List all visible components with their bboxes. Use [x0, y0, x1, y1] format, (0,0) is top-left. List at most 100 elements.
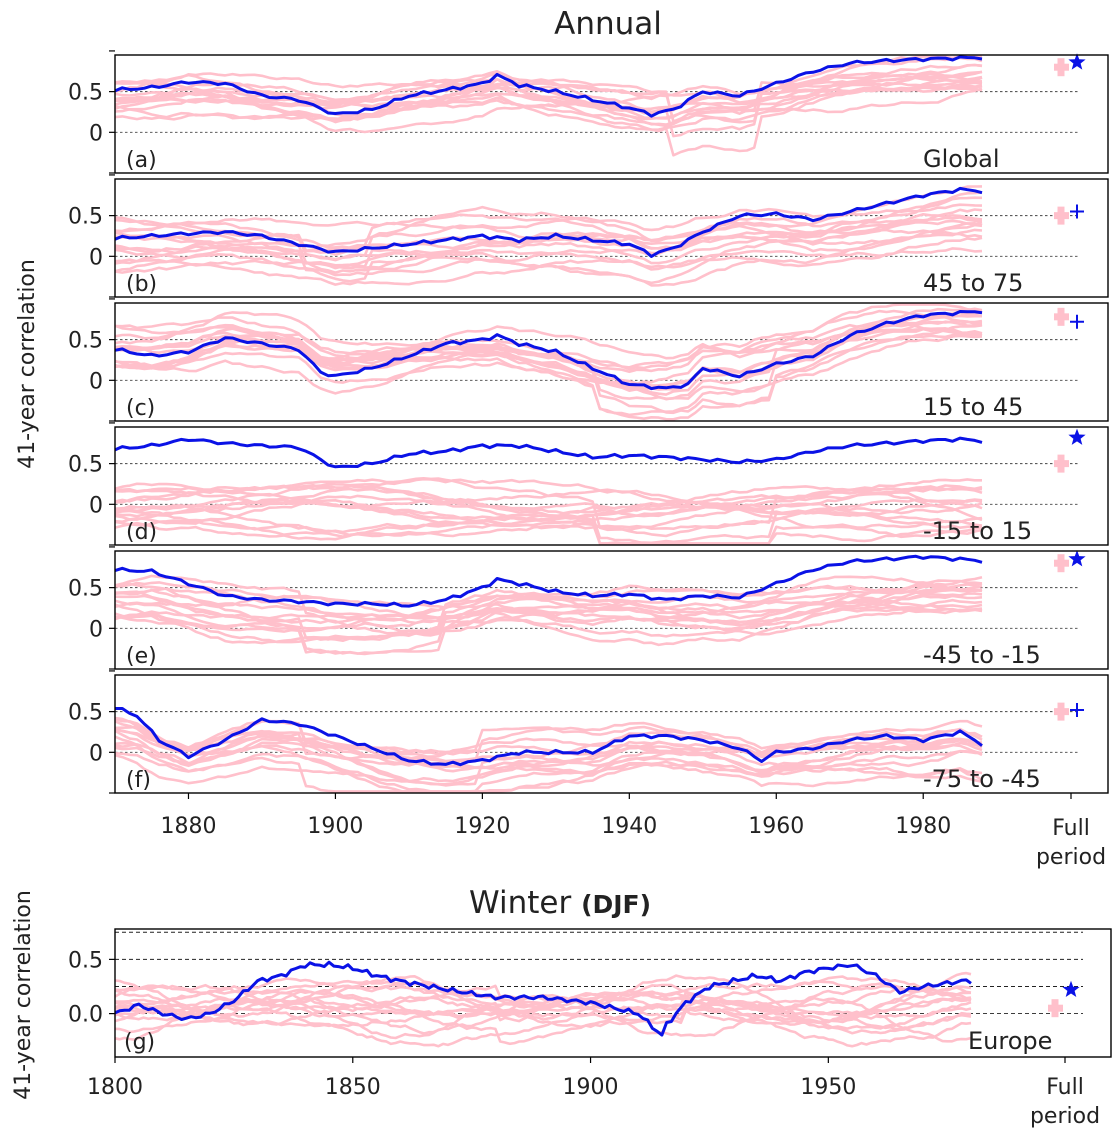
panel-c-observed-full-period-plus [1070, 314, 1084, 329]
panel-b-ytick-label-0: 0.5 [68, 205, 103, 230]
panel-d-region-label: -15 to 15 [923, 517, 1032, 545]
panel-e-ensemble-line-11 [114, 587, 983, 633]
annual-panel-f: 0.5 0 (f) -75 to -45 [68, 670, 1109, 794]
panel-b-ensemble-line-2 [114, 221, 983, 274]
panel-a-label: (a) [126, 148, 157, 173]
panel-b-ensemble-line-9 [114, 185, 983, 249]
panel-b-ensemble-line-10 [114, 236, 983, 274]
panel-e-observed-full-period-star [1068, 550, 1086, 567]
panel-c-ytick-label-1: 0 [89, 369, 103, 394]
annual-xtick-label-4: 1960 [748, 814, 804, 839]
panel-c-ensemble-line-13 [114, 320, 983, 371]
panel-d-ensemble-line-9 [114, 487, 983, 518]
panel-e-observed-line [114, 554, 983, 608]
panel-e-ensemble-line-10 [114, 592, 983, 644]
panel-a-ensemble-line-12 [114, 63, 983, 138]
winter-x-axis: 1800 1850 1900 1950 [87, 1057, 1066, 1100]
annual-panel-e: 0.5 0 (e) -45 to -15 [68, 546, 1109, 670]
annual-x-axis: 1880 1900 1920 1940 1960 1980 [160, 793, 1072, 839]
panel-f-region-label: -75 to -45 [923, 765, 1041, 793]
panel-b-observed-line [114, 186, 983, 258]
panel-a-ensemble-line-13 [114, 87, 983, 134]
panel-g-ensemble-line-7 [114, 989, 972, 1035]
winter-full-period-label-line1: Full [1046, 1075, 1084, 1100]
panel-g-ensemble-line-12 [114, 983, 972, 1022]
panel-a-ytick-label-1: 0 [89, 121, 103, 146]
panel-d-observed-line [114, 436, 983, 469]
panel-d-ensemble-line-4 [114, 509, 983, 545]
panel-c-ensemble-line-2 [114, 309, 983, 369]
annual-xtick-label-1: 1900 [307, 814, 363, 839]
panel-b-ensemble-line-13 [114, 196, 983, 255]
annual-title: Annual [554, 6, 662, 42]
panel-d-observed-full-period-star [1068, 428, 1086, 445]
panel-f-ytick-label-0: 0.5 [68, 701, 103, 726]
panel-d-ensemble-line-12 [114, 514, 983, 545]
annual-panels: 0.5 0 (a) Global 0.5 0 (b) 45 to 75 0.5 0 (c) 15 to… [68, 50, 1109, 794]
panel-e-frame [114, 550, 1109, 670]
annual-xtick-label-5: 1980 [895, 814, 951, 839]
annual-full-period-label-line1: Full [1052, 816, 1090, 841]
winter-xtick-label-2: 1900 [563, 1075, 619, 1100]
panel-b-frame [114, 178, 1109, 298]
panel-f-ensemble-line-13 [114, 754, 983, 788]
panel-g-ensemble-line-10 [114, 971, 972, 1024]
panel-a-ensemble-line-10 [114, 55, 982, 115]
panel-c-frame [114, 302, 1109, 422]
panel-a-ensemble-line-2 [114, 83, 983, 131]
panel-g-region-label: Europe [968, 1027, 1052, 1055]
annual-xtick-label-0: 1880 [160, 814, 216, 839]
panel-f-ensemble-line-0 [114, 735, 983, 793]
panel-c-region-label: 15 to 45 [923, 393, 1023, 421]
panel-e-label: (e) [126, 644, 157, 669]
panel-d-frame [114, 426, 1109, 546]
panel-f-label: (f) [126, 768, 151, 793]
panel-g-observed-line [114, 960, 972, 1037]
annual-y-axis-label: 41-year correlation [15, 259, 40, 469]
panel-e-ytick-label-0: 0.5 [68, 577, 103, 602]
panel-g-observed-full-period-star [1062, 980, 1080, 997]
panel-f-ytick-label-1: 0 [89, 741, 103, 766]
winter-y-axis-label: 41-year correlation [11, 890, 36, 1100]
annual-panel-a: 0.5 0 (a) Global [68, 50, 1109, 174]
panel-f-ensemble-line-12 [114, 721, 983, 767]
annual-panel-d: 0.5 0 (d) -15 to 15 [68, 422, 1109, 546]
panel-a-ytick-label-0: 0.5 [68, 81, 103, 106]
winter-xtick-label-3: 1950 [800, 1075, 856, 1100]
panel-a-observed-line [114, 55, 983, 118]
panel-a-region-label: Global [923, 145, 1000, 173]
panel-c-ytick-label-0: 0.5 [68, 329, 103, 354]
panel-a-observed-full-period-star [1068, 53, 1086, 70]
panel-g-label: (g) [124, 1030, 155, 1055]
annual-full-period-label-line2: period [1036, 845, 1106, 870]
panel-c-observed-line [114, 310, 983, 391]
panel-f-ensemble-line-7 [114, 752, 983, 793]
winter-full-period-label-line2: period [1030, 1104, 1100, 1129]
annual-panel-b: 0.5 0 (b) 45 to 75 [68, 174, 1109, 298]
panel-b-ensemble-line-11 [114, 213, 983, 265]
annual-xtick-label-3: 1940 [601, 814, 657, 839]
panel-c-ensemble-line-4 [114, 332, 983, 421]
panel-e-ensemble-line-12 [114, 574, 983, 637]
panel-d-ytick-label-0: 0.5 [68, 453, 103, 478]
panel-b-ensemble-line-5 [114, 247, 983, 286]
panel-e-ensemble-line-5 [114, 598, 983, 645]
panel-e-region-label: -45 to -15 [923, 641, 1041, 669]
panel-f-observed-full-period-plus [1070, 702, 1084, 717]
panel-b-ytick-label-1: 0 [89, 245, 103, 270]
panel-g-ytick-label-1: 0.0 [68, 1003, 103, 1028]
panel-d-ensemble-line-13 [114, 498, 983, 530]
panel-g-frame [114, 928, 1112, 1058]
panel-d-label: (d) [126, 520, 157, 545]
panel-f-observed-line [115, 707, 983, 767]
panel-f-ensemble-line-11 [114, 717, 983, 775]
annual-xtick-label-2: 1920 [454, 814, 510, 839]
panel-d-ytick-label-1: 0 [89, 493, 103, 518]
panel-g-ensemble-line-11 [114, 1002, 972, 1048]
winter-xtick-label-1: 1850 [325, 1075, 381, 1100]
panel-e-ytick-label-1: 0 [89, 617, 103, 642]
panel-g-ytick-label-0: 0.5 [68, 948, 103, 973]
panel-e-ensemble-line-9 [114, 592, 983, 647]
panel-f-ensemble-line-10 [114, 716, 983, 770]
panel-a-ensemble-line-11 [114, 74, 983, 121]
